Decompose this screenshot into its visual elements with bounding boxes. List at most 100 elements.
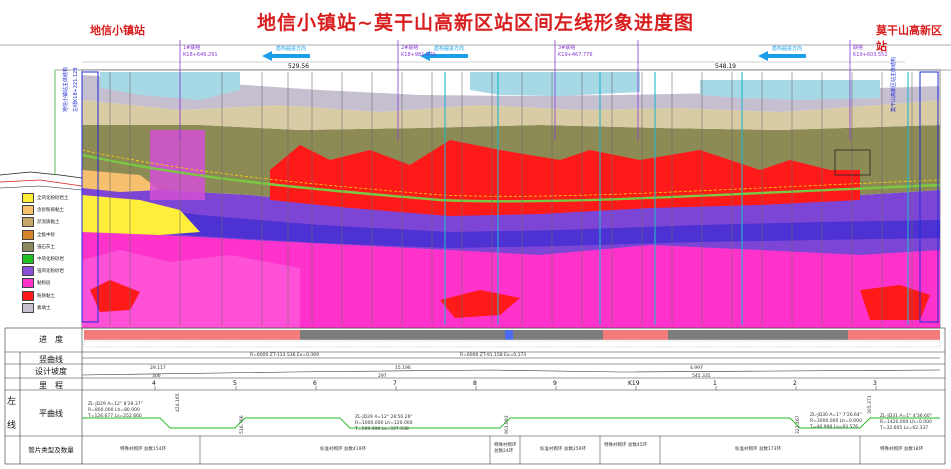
layer-yellow xyxy=(82,195,200,235)
mark-b-name: 2#联络 xyxy=(401,45,419,51)
row-label-design-slope: 设计坡度 xyxy=(35,367,67,376)
boreholes xyxy=(109,72,913,325)
slope-right-length: 545.335 xyxy=(692,374,711,379)
vertical-curve-right: R=6000 ZT-91.158 Ex=0.173 xyxy=(460,353,527,358)
legend-item: 中风化粉砂岩 xyxy=(22,253,84,265)
page-title: 地信小镇站~莫干山高新区站区间左线形象进度图 xyxy=(257,12,694,34)
segment-type: 特殊衬砌环 总数24环 xyxy=(494,443,517,454)
slope-left-value: 29.117 xyxy=(150,366,166,371)
row-label-segment-type: 管片类型及数量 xyxy=(28,446,74,454)
legend-swatch xyxy=(22,290,34,301)
legend-label: 全极中砂 xyxy=(37,232,55,238)
side-label-left-line: 左线 xyxy=(7,397,17,431)
curve-1-value-2: 516.766 xyxy=(240,415,245,434)
direction-label-1: 盾构掘进方向 xyxy=(276,46,307,52)
legend-label: 淤泥质黏土 xyxy=(37,220,60,226)
layer-lightblue-3 xyxy=(700,80,880,100)
legend-swatch xyxy=(22,205,34,216)
layer-blue-band xyxy=(82,200,940,248)
mileage-tick: 2 xyxy=(793,380,797,387)
curve-2-line-3: T=169.408 Ls=337.038 xyxy=(355,427,409,432)
mileage-tick: 5 xyxy=(233,380,237,387)
right-structure-label: 莫干山高新区站主体结构 xyxy=(891,56,897,112)
layer-lightblue-1 xyxy=(100,72,240,100)
slope-left-length: 306 xyxy=(152,374,161,379)
layer-tan-left xyxy=(82,170,160,192)
mileage-tick: 1 xyxy=(713,380,717,387)
legend-label: 强风化粉砂岩 xyxy=(37,269,64,275)
mark-d-mileage: K19+603.552 xyxy=(853,52,888,58)
left-structure-mileage: 左线K18+221.128 xyxy=(73,67,79,112)
legend-item: 含砂粉质黏土 xyxy=(22,204,84,216)
row-label-plan-curve: 平曲线 xyxy=(39,409,63,418)
segment-type: 标准衬砌环 总数419环 xyxy=(320,447,367,452)
legend-item: 素填土 xyxy=(22,302,84,314)
vertical-curve-left: R=6000 ZT-113.536 Ex=0.369 xyxy=(250,353,320,358)
legend-item: 全极中砂 xyxy=(22,229,84,241)
mileage-tick: 4 xyxy=(152,380,156,387)
span-length-1: 529.56 xyxy=(288,63,309,70)
curve-1-line-1: ZL-JD29 A=12° 8'29.37" xyxy=(88,402,143,407)
tunnel-axis xyxy=(81,153,941,203)
legend-item: 强石灰土 xyxy=(22,241,84,253)
legend-label: 黏粉层 xyxy=(37,281,51,287)
slope-right-value: 4.997 xyxy=(690,366,703,371)
mileage-tick: 8 xyxy=(473,380,477,387)
mark-a-mileage: K18+646.291 xyxy=(183,52,218,58)
legend: 全风化粉砂岩土含砂粉质黏土 淤泥质黏土全极中砂强石灰土中风化粉砂岩 强风化粉砂岩 黏粉… xyxy=(22,192,84,314)
legend-swatch xyxy=(22,193,34,204)
curve-2-value: 901.093 xyxy=(505,415,510,434)
span-length-2: 548.19 xyxy=(715,63,736,70)
curve-1-line-3: T=126.677 Ls=252.660 xyxy=(88,414,142,419)
legend-item: 淤泥质黏土 xyxy=(22,216,84,228)
row-label-vertical-curve: 竖曲线 xyxy=(39,355,63,364)
curve-2-line-2: R=1000.000 Lh=120.000 xyxy=(355,421,413,426)
legend-swatch xyxy=(22,302,34,313)
curve-2-line-1: ZL-JD29 A=12° 26'50.26" xyxy=(355,415,413,420)
legend-item: 粉质黏土 xyxy=(22,290,84,302)
curve-1-line-2: R=800.000 Lh=80.000 xyxy=(88,408,140,413)
segment-type: 特殊衬砌环 总数18环 xyxy=(880,447,924,452)
mark-c-mileage: K19+467.776 xyxy=(558,52,593,58)
curve-3-value: 322.467 xyxy=(796,415,801,434)
curve-4-value: 305.371 xyxy=(868,395,873,414)
legend-swatch xyxy=(22,217,34,228)
segment-type: 特殊衬砌环 总数154环 xyxy=(120,447,167,452)
segment-type: 标准衬砌环 总数173环 xyxy=(735,447,782,452)
progress-bar xyxy=(84,330,940,340)
mark-d-name: 联络 xyxy=(853,45,864,51)
direction-label-2: 盾构掘进方向 xyxy=(434,46,465,52)
segment-type: 标准衬砌环 总数259环 xyxy=(540,447,587,452)
slope-mid-length: 297 xyxy=(378,374,387,379)
legend-label: 强石灰土 xyxy=(37,244,55,250)
mileage-tick: K19 xyxy=(628,380,640,387)
legend-swatch xyxy=(22,278,34,289)
left-station-label: 地信小镇站 xyxy=(90,24,145,37)
curve-4-line-2: R=1420.000 Lh=0.000 xyxy=(880,420,932,425)
legend-label: 含砂粉质黏土 xyxy=(37,208,64,214)
curve-4-line-1: ZL-JD31 A=1° 4'36.60" xyxy=(880,414,932,419)
legend-swatch xyxy=(22,229,34,240)
legend-item: 强风化粉砂岩 xyxy=(22,265,84,277)
curve-3-line-1: ZL-JD30 A=1° 7'26.64" xyxy=(810,413,862,418)
mileage-tick: 6 xyxy=(313,380,317,387)
legend-label: 中风化粉砂岩 xyxy=(37,257,64,263)
mileage-tick: 9 xyxy=(553,380,557,387)
direction-label-3: 盾构掘进方向 xyxy=(772,46,803,52)
legend-swatch xyxy=(22,241,34,252)
curve-1-value: 424.165 xyxy=(176,393,181,412)
mark-a-name: 1#联络 xyxy=(183,45,201,51)
row-label-mileage: 里 程 xyxy=(39,381,63,390)
layer-pink-lower xyxy=(82,250,300,328)
legend-label: 粉质黏土 xyxy=(37,293,55,299)
mark-c-name: 3#联络 xyxy=(558,45,576,51)
curve-4-line-3: T=32.605 Ls=62.337 xyxy=(880,426,929,431)
right-station-label: 莫干山高新区站 xyxy=(876,24,942,53)
curve-3-line-3: T=46.998 Ls=93.576 xyxy=(810,425,859,430)
legend-swatch xyxy=(22,254,34,265)
slope-mid-value: 15.196 xyxy=(395,366,411,371)
left-structure-label: 地信小镇站主体结构 xyxy=(63,66,69,112)
layer-cream xyxy=(82,100,940,130)
legend-item: 全风化粉砂岩土 xyxy=(22,192,84,204)
